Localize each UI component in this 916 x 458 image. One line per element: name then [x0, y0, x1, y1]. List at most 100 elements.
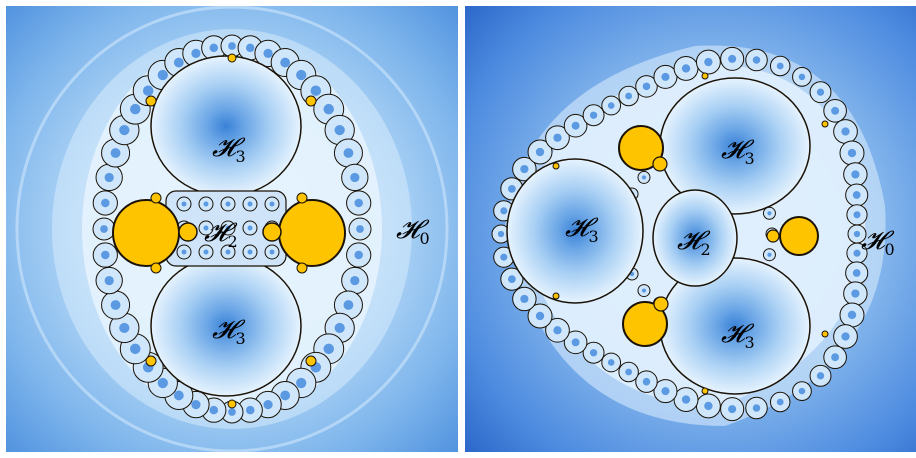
gold-component-bottom [622, 296, 669, 347]
julia-set-right-panel: 𝓗3 𝓗3 𝓗2 𝓗3 𝓗0 [465, 6, 916, 452]
julia-bubble-core [535, 311, 545, 321]
label-h3-top: 𝓗3 [721, 135, 755, 168]
julia-bubble-core [209, 405, 219, 415]
julia-bubble-core [269, 201, 275, 207]
julia-bubble-core [119, 322, 130, 334]
julia-bubble-core [767, 211, 772, 216]
julia-bubble-core [508, 184, 516, 193]
julia-bubble-core [280, 390, 291, 401]
julia-bubble-core [625, 368, 633, 376]
julia-bubble-core [508, 275, 516, 284]
julia-bubble-core [589, 349, 598, 357]
julia-bubble-core [203, 249, 209, 255]
julia-bubble-core [553, 133, 562, 142]
julia-bubble-core [571, 338, 580, 347]
julia-bubble-core [247, 201, 253, 207]
julia-bubble-core [119, 124, 130, 136]
julia-bubble-core [350, 275, 360, 286]
julia-bubble-core [625, 92, 633, 100]
julia-bubble-core [334, 124, 345, 136]
julia-bubble-core [704, 401, 713, 411]
julia-bubble-core [263, 48, 273, 59]
julia-bubble-core [296, 377, 307, 389]
julia-bubble-core [142, 85, 154, 96]
julia-bubble-core [607, 359, 615, 366]
julia-bubble-core [831, 106, 840, 115]
julia-bubble-core [798, 73, 806, 81]
julia-bubble-core [661, 72, 670, 81]
julia-bubble-core [334, 322, 345, 334]
julia-bubble-core [641, 288, 647, 293]
julia-bubble-core [728, 54, 737, 63]
julia-bubble-core [520, 164, 529, 174]
julia-bubble-core [841, 332, 850, 341]
julia-bubble-core [851, 289, 860, 298]
julia-bubble-core [110, 300, 121, 310]
julia-bubble-core [181, 201, 187, 207]
julia-bubble-core [104, 172, 114, 183]
julia-bubble-core [100, 225, 108, 233]
julia-bubble-core [728, 405, 737, 414]
julia-bubble-core [752, 56, 761, 64]
julia-bubble-core [101, 198, 110, 208]
julia-bubble-core [203, 225, 209, 231]
julia-bubble-core [776, 62, 784, 70]
julia-bubble-core [847, 310, 857, 320]
julia-bubble-core [203, 201, 209, 207]
julia-bubble-core [500, 207, 508, 215]
basin-center [652, 189, 738, 287]
julia-bubble-core [209, 43, 219, 53]
julia-bubble-core [752, 404, 761, 412]
julia-bubble-core [343, 300, 354, 310]
julia-set-left-panel: 𝓗3 𝓗2 𝓗3 𝓗0 [6, 6, 458, 452]
julia-bubble-core [798, 387, 806, 395]
julia-bubble-core [497, 230, 505, 238]
julia-bubble-core [776, 398, 784, 406]
julia-bubble-core [228, 408, 236, 416]
gold-component-right [766, 216, 819, 256]
julia-bubble-core [350, 172, 360, 183]
julia-bubble-core [354, 198, 363, 208]
julia-bubble-core [661, 387, 670, 396]
julia-bubble-core [323, 343, 334, 355]
julia-bubble-core [852, 269, 861, 277]
julia-bubble-core [607, 102, 615, 109]
julia-bubble-core [767, 252, 772, 257]
gold-component-left [112, 192, 198, 274]
julia-set-left-image: 𝓗3 𝓗2 𝓗3 𝓗0 [6, 6, 458, 452]
gold-component-right [262, 192, 346, 274]
julia-bubble-core [535, 147, 545, 157]
label-h0-outside: 𝓗0 [861, 226, 895, 259]
julia-bubble-core [853, 249, 861, 257]
julia-bubble-core [173, 57, 184, 68]
julia-bubble-core [130, 343, 141, 355]
julia-bubble-core [816, 88, 825, 96]
julia-bubble-core [130, 103, 141, 115]
julia-bubble-core [681, 395, 691, 404]
julia-bubble-core [642, 82, 651, 91]
julia-bubble-core [225, 201, 231, 207]
julia-bubble-core [181, 249, 187, 255]
julia-bubble-core [520, 294, 529, 304]
julia-bubble-core [841, 127, 850, 136]
julia-bubble-core [110, 148, 121, 158]
julia-bubble-core [157, 69, 168, 81]
julia-bubble-core [589, 111, 598, 119]
julia-bubble-core [831, 353, 840, 362]
julia-bubble-core [500, 253, 508, 261]
julia-bubble-core [356, 225, 364, 233]
julia-bubble-core [225, 225, 231, 231]
julia-bubble-core [642, 377, 651, 386]
julia-bubble-core [101, 250, 110, 260]
julia-bubble-core [247, 249, 253, 255]
julia-bubble-core [852, 191, 861, 199]
julia-set-boundary [491, 46, 869, 422]
julia-bubble-core [104, 275, 114, 286]
julia-bubble-core [847, 148, 857, 158]
julia-bubble-core [245, 405, 255, 415]
julia-bubble-core [280, 57, 291, 68]
julia-bubble-core [296, 69, 307, 81]
julia-bubble-core [225, 249, 231, 255]
julia-bubble-core [354, 250, 363, 260]
julia-bubble-core [191, 399, 201, 410]
